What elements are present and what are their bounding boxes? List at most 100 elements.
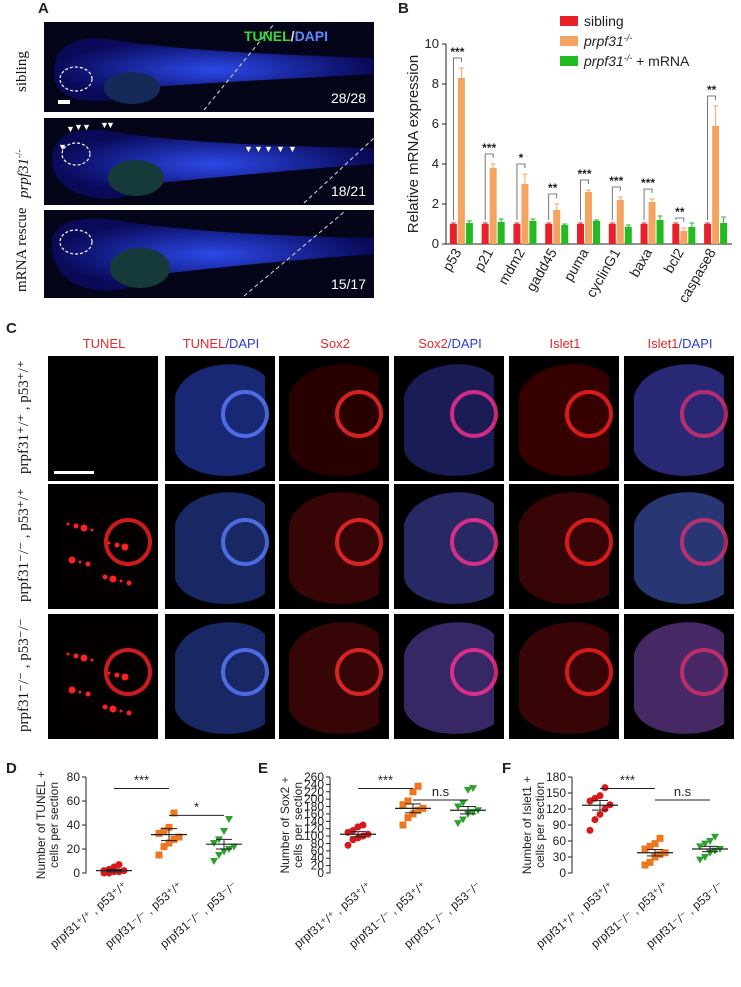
bar-baxa-0 [640,224,648,244]
significance-bracket [611,186,621,220]
data-point [459,816,467,824]
svg-text:▼: ▼ [264,144,273,154]
significance-label: n.s [432,784,450,799]
significance-label: * [194,799,199,814]
tunel-spot [85,561,91,567]
micrograph-r1-c2 [279,484,389,609]
y-tick-label: 0 [317,866,324,880]
svg-text:▼: ▼ [66,124,75,134]
y-axis-label-line2: cells per section [291,782,305,868]
tunel-spot [66,522,70,526]
micrograph-r1-c3 [394,484,504,609]
micrograph-drawing [175,622,269,734]
data-point [399,801,407,809]
tunel-spot [68,686,76,694]
bar-cyclinG1-1 [616,200,624,244]
panel-label-c: C [6,320,17,337]
tunel-spot [80,524,88,532]
retina-shape [519,492,609,604]
category-label-p21: p21 [471,245,497,273]
y-axis-label-line1: Number of Islet1 + [520,776,534,874]
data-point [225,816,233,823]
data-point [701,840,709,848]
y-tick-label: 30 [553,850,567,864]
data-point [656,850,664,858]
y-tick-label: 80 [311,836,325,850]
retina-shape [634,492,724,604]
y-axis-label: Number of Sox2 +cells per section [278,776,305,873]
y-tick-label: 0 [559,866,566,880]
micrograph-drawing [289,492,383,604]
svg-text:▼: ▼ [74,122,83,132]
tunel-spot [102,704,108,710]
column-header-1: TUNEL/DAPI [165,336,277,351]
tunel-spot [121,673,129,681]
retina-shape [404,364,494,476]
column-header-stain: TUNEL [182,336,226,351]
svg-text:▼: ▼ [276,144,285,154]
lens-ring [565,390,613,438]
category-label-gadd45: gadd45 [523,245,560,294]
category-label-mdm2: mdm2 [495,245,528,287]
data-point [409,788,417,796]
fraction-rescue: 15/17 [330,276,366,292]
data-point [459,799,467,807]
y-tick-label: 6 [432,116,439,131]
column-header-2: Sox2 [279,336,391,351]
data-point [596,810,604,818]
legend-text: prpf31 [583,53,624,69]
bar-p21-2 [497,222,505,244]
tunel-spot [109,575,117,583]
micrograph-r2-c1 [165,614,275,739]
significance-label: *** [450,45,464,59]
panel-label-a: A [38,0,49,17]
micrograph-r2-c5 [624,614,734,739]
bar-puma-0 [577,224,584,244]
category-label-p53: p53 [439,245,465,273]
micrograph-drawing [58,492,152,604]
column-header-dapi: /DAPI [678,336,713,351]
y-axis-label-line1: Number of TUNEL + [34,771,48,879]
legend-suffix: + mRNA [632,53,690,69]
bar-baxa-1 [648,202,656,244]
legend-sup: -/- [624,53,633,63]
significance-bracket [707,95,717,220]
y-tick-label: 120 [304,822,324,836]
data-point [469,785,477,793]
panel-label-e: E [258,760,269,777]
data-point [215,836,223,844]
retina-shape [175,622,265,734]
bar-caspase8-1 [712,126,720,244]
data-point [586,826,594,834]
data-point [696,856,704,864]
tunel-spot [107,541,111,545]
data-point [220,848,228,856]
data-point [701,854,709,861]
tunel-spot [121,543,129,551]
bar-bcl2-2 [688,227,696,244]
significance-bracket [516,163,526,220]
tunel-spot [73,523,79,529]
data-point [409,810,417,818]
panel-a-row-label-sibling: sibling [14,51,30,92]
panel-label-b: B [398,0,409,17]
data-point [155,829,163,837]
micrograph-drawing [404,622,498,734]
data-point [464,810,472,818]
panel-label-d: D [6,760,17,777]
bar-p21-0 [481,224,489,244]
significance-label: *** [620,773,635,788]
bar-baxa-2 [656,220,664,244]
y-tick-label: 240 [304,777,324,791]
svg-text:▼: ▼ [244,144,253,154]
data-point [601,805,609,813]
y-tick-label: 10 [425,36,439,51]
data-point [596,792,604,800]
column-header-4: Islet1 [509,336,621,351]
significance-label: *** [134,773,149,788]
column-header-5: Islet1/DAPI [624,336,736,351]
micrograph-drawing [634,492,728,604]
svg-text:▼: ▼ [100,120,109,130]
y-tick-label: 4 [432,156,439,171]
y-axis-label: Number of TUNEL +cells per section [34,771,61,879]
